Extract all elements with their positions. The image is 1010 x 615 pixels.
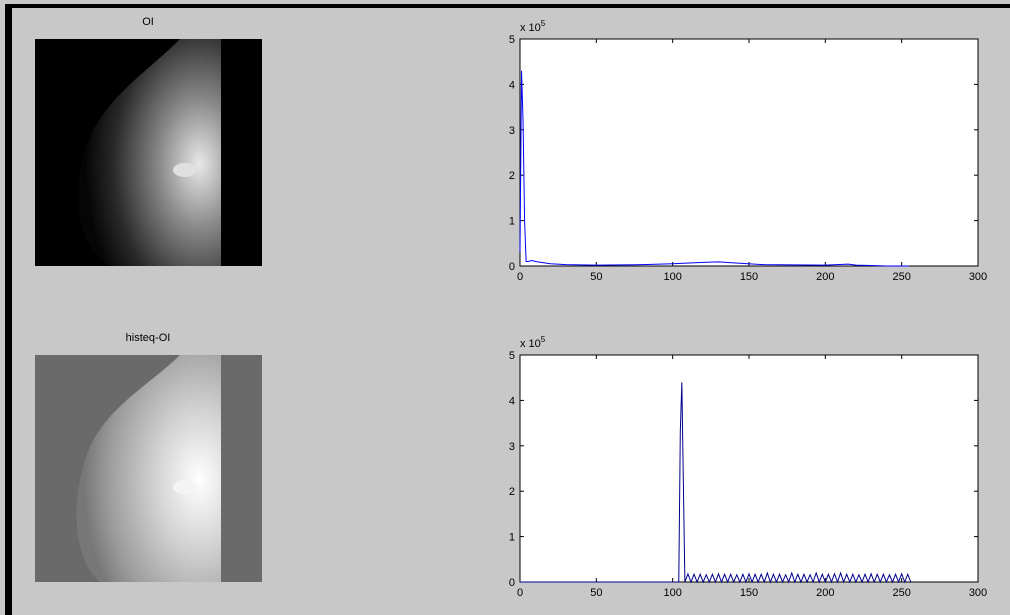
y-tick-label: 5 (509, 350, 515, 362)
x-tick-label: 150 (740, 271, 758, 283)
multiplier-exponent: 5 (541, 19, 546, 28)
y-tick-label: 0 (509, 261, 515, 273)
y-tick-label: 5 (509, 34, 515, 46)
y-tick-label: 0 (509, 577, 515, 589)
y-tick-label: 3 (509, 125, 515, 137)
y-tick-label: 4 (509, 79, 515, 91)
x-tick-label: 300 (969, 271, 987, 283)
window-border (5, 4, 12, 615)
x-tick-label: 200 (816, 587, 834, 599)
multiplier-base: x 10 (520, 338, 541, 350)
y-tick-label: 1 (509, 532, 515, 544)
image-title: histeq-OI (126, 332, 171, 344)
x-tick-label: 250 (892, 587, 910, 599)
x-tick-label: 50 (590, 271, 602, 283)
window-border (5, 4, 1010, 8)
y-tick-label: 1 (509, 216, 515, 228)
figure: OI050100150200250300012345x 105histeq-OI… (0, 0, 1010, 615)
x-tick-label: 0 (517, 587, 523, 599)
plot-area (520, 39, 978, 266)
y-tick-label: 2 (509, 170, 515, 182)
x-tick-label: 200 (816, 271, 834, 283)
y-tick-label: 3 (509, 441, 515, 453)
y-tick-label: 2 (509, 486, 515, 498)
multiplier-exponent: 5 (541, 335, 546, 344)
y-tick-label: 4 (509, 395, 515, 407)
x-tick-label: 250 (892, 271, 910, 283)
x-tick-label: 150 (740, 587, 758, 599)
multiplier-base: x 10 (520, 22, 541, 34)
x-tick-label: 100 (663, 587, 681, 599)
x-tick-label: 300 (969, 587, 987, 599)
image-title: OI (142, 16, 154, 28)
image-histeq (35, 355, 262, 582)
image-original (35, 39, 262, 266)
x-tick-label: 0 (517, 271, 523, 283)
x-tick-label: 100 (663, 271, 681, 283)
plot-area (520, 355, 978, 582)
x-tick-label: 50 (590, 587, 602, 599)
